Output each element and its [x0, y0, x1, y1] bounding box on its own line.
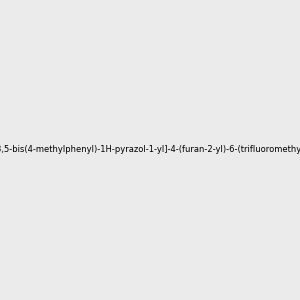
Text: 2-[4-chloro-3,5-bis(4-methylphenyl)-1H-pyrazol-1-yl]-4-(furan-2-yl)-6-(trifluoro: 2-[4-chloro-3,5-bis(4-methylphenyl)-1H-p…: [0, 146, 300, 154]
